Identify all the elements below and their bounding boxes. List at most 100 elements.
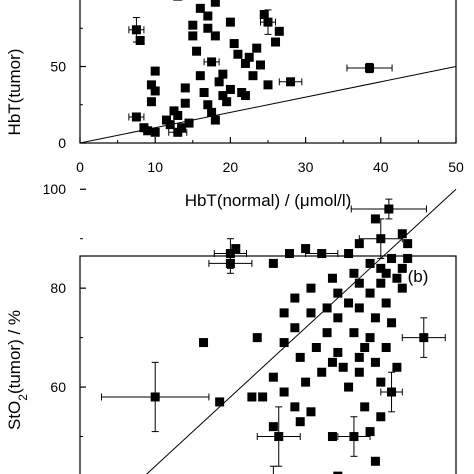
data-point bbox=[207, 57, 217, 67]
data-point bbox=[135, 35, 145, 45]
panel-b-y-tick-labels: 406080100 bbox=[43, 181, 67, 395]
panel-b-y-axis-label: StO2(tumor) / % bbox=[5, 310, 30, 430]
data-point bbox=[365, 333, 375, 343]
data-point bbox=[131, 112, 141, 122]
panel-a-x-axis-label: HbT(normal) / (μmol/l) bbox=[185, 191, 352, 210]
data-point bbox=[150, 392, 160, 402]
data-point bbox=[344, 298, 354, 308]
panel-a-points bbox=[131, 0, 375, 137]
data-point bbox=[203, 23, 213, 33]
panel-a: 0 10 20 30 40 50 0 50 HbT(normal) / (μmol/l) H… bbox=[5, 0, 464, 210]
data-point bbox=[365, 288, 375, 298]
data-point bbox=[306, 283, 316, 293]
data-point bbox=[384, 204, 394, 214]
data-point bbox=[327, 273, 337, 283]
data-point bbox=[349, 268, 359, 278]
y-tick-label: 50 bbox=[50, 59, 66, 75]
data-point bbox=[376, 234, 386, 244]
data-point bbox=[279, 387, 289, 397]
data-point bbox=[244, 52, 254, 62]
data-point bbox=[150, 127, 160, 137]
panel-a-x-tick-labels: 0 10 20 30 40 50 bbox=[76, 159, 464, 175]
data-point bbox=[143, 126, 153, 136]
data-point bbox=[354, 367, 364, 377]
panel-b-ticks bbox=[80, 188, 86, 438]
data-point bbox=[259, 9, 269, 19]
data-point bbox=[169, 106, 179, 116]
data-point bbox=[387, 253, 397, 263]
data-point bbox=[354, 278, 364, 288]
data-point bbox=[268, 422, 278, 432]
data-point bbox=[360, 343, 370, 353]
data-point bbox=[419, 333, 429, 343]
data-point bbox=[274, 26, 284, 36]
y-tick-label: 80 bbox=[50, 280, 66, 296]
panel-b-label: (b) bbox=[408, 267, 429, 286]
data-point bbox=[173, 110, 183, 120]
data-point bbox=[295, 417, 305, 427]
data-point bbox=[203, 100, 213, 110]
data-point bbox=[188, 31, 198, 41]
data-point bbox=[231, 244, 241, 254]
data-point bbox=[279, 338, 289, 348]
data-point bbox=[387, 387, 397, 397]
data-point bbox=[365, 63, 375, 73]
x-tick-label: 0 bbox=[76, 159, 84, 175]
x-tick-label: 40 bbox=[373, 159, 389, 175]
data-point bbox=[146, 80, 156, 90]
data-point bbox=[180, 98, 190, 108]
data-point bbox=[203, 11, 213, 21]
data-point bbox=[233, 49, 243, 59]
data-point bbox=[146, 97, 156, 107]
data-point bbox=[252, 333, 262, 343]
data-point bbox=[403, 253, 413, 263]
data-point bbox=[184, 118, 194, 128]
data-point bbox=[338, 362, 348, 372]
identity-line bbox=[79, 66, 457, 144]
data-point bbox=[301, 244, 311, 254]
x-tick-label: 30 bbox=[298, 159, 314, 175]
data-point bbox=[376, 263, 386, 273]
data-point bbox=[252, 43, 262, 53]
data-point bbox=[286, 77, 296, 87]
data-point bbox=[218, 69, 228, 79]
data-point bbox=[344, 249, 354, 259]
panel-b-plot-frame bbox=[79, 255, 457, 474]
data-point bbox=[188, 20, 198, 30]
data-point bbox=[290, 402, 300, 412]
data-point bbox=[210, 115, 220, 125]
data-point bbox=[210, 0, 220, 7]
data-point bbox=[222, 97, 232, 107]
data-point bbox=[327, 357, 337, 367]
data-point bbox=[333, 313, 343, 323]
data-point bbox=[240, 91, 250, 101]
data-point bbox=[279, 308, 289, 318]
panel-a-identity-line bbox=[79, 66, 457, 144]
data-point bbox=[225, 249, 235, 259]
data-point bbox=[240, 58, 250, 68]
data-point bbox=[354, 352, 364, 362]
data-point bbox=[263, 17, 273, 27]
data-point bbox=[199, 88, 209, 98]
data-point bbox=[344, 382, 354, 392]
data-point bbox=[225, 17, 235, 27]
data-point bbox=[195, 3, 205, 13]
data-point bbox=[306, 308, 316, 318]
data-point bbox=[381, 268, 391, 278]
data-point bbox=[365, 258, 375, 268]
data-point bbox=[301, 377, 311, 387]
data-point bbox=[370, 456, 380, 466]
data-point bbox=[268, 258, 278, 268]
y-tick-label: 60 bbox=[50, 379, 66, 395]
data-point bbox=[370, 357, 380, 367]
data-point bbox=[392, 362, 402, 372]
data-point bbox=[333, 347, 343, 357]
data-point bbox=[322, 328, 332, 338]
data-point bbox=[131, 25, 141, 35]
data-point bbox=[225, 258, 235, 268]
data-point bbox=[290, 323, 300, 333]
data-point bbox=[333, 288, 343, 298]
data-point bbox=[403, 239, 413, 249]
data-point bbox=[274, 432, 284, 442]
data-point bbox=[268, 372, 278, 382]
